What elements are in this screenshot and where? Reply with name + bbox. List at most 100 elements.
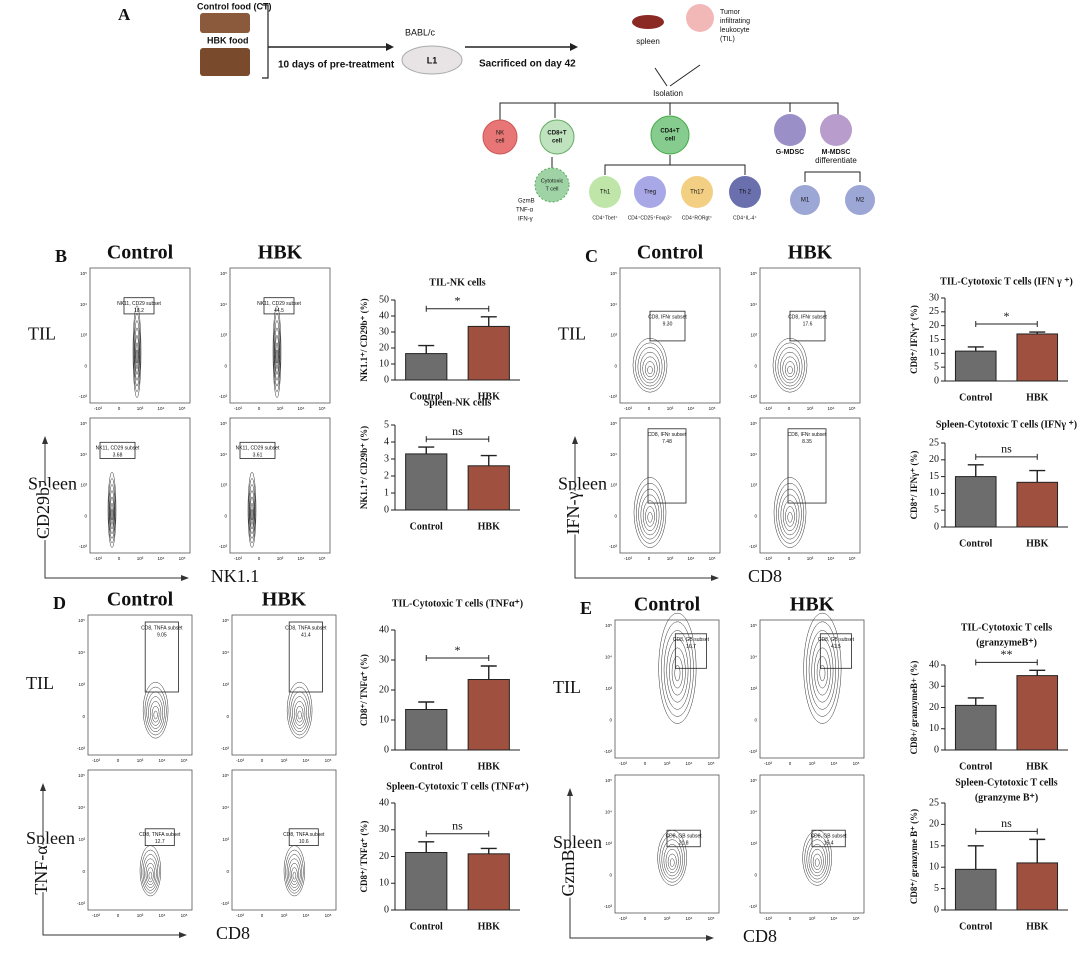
error-bar	[1029, 331, 1046, 334]
bracket	[604, 155, 746, 175]
gate-name: NK11, CD29 subset	[236, 446, 280, 452]
contour	[645, 506, 655, 527]
x-tick-label: 0	[789, 761, 792, 766]
label: cell	[552, 139, 562, 145]
y-tick-label: 10⁴	[750, 810, 757, 815]
label: BABL/c	[405, 27, 436, 37]
gate-name: CD8, GB subset	[811, 834, 848, 840]
significance-bracket	[975, 659, 1038, 666]
y-tick-label: 0	[754, 363, 757, 368]
gate	[288, 828, 319, 846]
y-tick-label: 10³	[222, 682, 229, 687]
y-tick-label: 25	[929, 306, 939, 317]
x-tick-label: -10³	[764, 916, 773, 921]
error-bar	[480, 454, 497, 466]
bar	[467, 679, 510, 751]
gate-name: CD8, TNFA subset	[283, 832, 325, 838]
y-tick-label: 10	[929, 861, 939, 872]
gate	[811, 829, 846, 848]
x-tick-label: 10⁵	[853, 916, 860, 921]
contour	[250, 496, 254, 530]
label: L1	[427, 55, 438, 65]
y-tick-label: 0	[224, 513, 227, 518]
y-axis-label: NK1.1⁺/ CD29b⁺ (%)	[359, 426, 369, 509]
contour	[784, 361, 796, 378]
plot-frame	[619, 267, 721, 404]
contour	[290, 691, 309, 733]
x-tick-label: -10³	[236, 758, 245, 763]
contour	[291, 867, 298, 883]
label: cell	[495, 139, 504, 145]
contour	[808, 844, 826, 877]
x-tick-label: 10⁴	[831, 761, 838, 766]
contour	[787, 512, 793, 523]
x-tick-label: 10⁵	[325, 758, 332, 763]
label: T cell	[545, 186, 558, 192]
gate-name: CD8, GB subset	[818, 637, 855, 643]
x-tick-label: 10⁴	[298, 406, 305, 411]
error-bar	[418, 701, 435, 710]
y-tick-label: -10³	[749, 904, 758, 909]
y-tick-label: -10³	[77, 901, 86, 906]
gate-name: CD8, IFNr subset	[648, 432, 687, 438]
y-tick-label: 2	[384, 470, 389, 481]
x-tick-label: 10³	[667, 406, 674, 411]
gate-name: NK11, CD29 subset	[257, 301, 301, 307]
y-tick-label: 10⁴	[78, 650, 85, 655]
x-tick-label: 0	[258, 406, 261, 411]
x-tick-label: 0	[788, 406, 791, 411]
contour	[661, 839, 683, 880]
plot-frame	[231, 769, 337, 911]
gate-value: 3.61	[253, 453, 263, 459]
x-tick-label: 10³	[809, 761, 816, 766]
y-tick-label: 0	[934, 744, 939, 755]
contour	[780, 351, 800, 384]
y-tick-label: -10³	[221, 901, 230, 906]
x-tick-label: 10⁵	[849, 406, 856, 411]
contour	[785, 506, 795, 527]
y-tick-label: 10⁴	[222, 805, 229, 810]
x-tick-label: Control	[959, 921, 992, 932]
label: Tumor	[720, 9, 741, 16]
contour	[144, 858, 157, 888]
y-tick-label: 30	[379, 824, 389, 835]
contour	[665, 848, 679, 874]
contour	[640, 494, 660, 536]
significance-bracket	[425, 830, 490, 837]
y-tick-label: 0	[384, 904, 389, 915]
y-tick-label: 5	[934, 361, 939, 372]
y-tick-label: 10⁴	[750, 452, 757, 457]
x-tick-label: Control	[959, 392, 992, 403]
row-label: TIL	[26, 673, 54, 693]
significance-label: ns	[452, 819, 463, 833]
plot-frame	[614, 619, 720, 759]
y-tick-label: 0	[614, 513, 617, 518]
contour	[286, 681, 313, 739]
contour	[248, 484, 256, 539]
plot-frame	[229, 267, 331, 404]
x-tick-label: 10⁴	[686, 916, 693, 921]
bar	[1016, 675, 1059, 751]
y-tick-label: 10	[379, 358, 389, 369]
y-tick-label: 20	[379, 684, 389, 695]
contour	[666, 638, 689, 703]
chart-title: TIL-Cytotoxic T cells	[961, 622, 1052, 633]
contour	[133, 320, 141, 387]
y-tick-label: 0	[934, 521, 939, 532]
contour	[294, 701, 306, 726]
x-tick-label: -10³	[619, 761, 628, 766]
plot-frame	[759, 417, 861, 554]
x-tick-label: 0	[644, 761, 647, 766]
bar	[467, 325, 510, 381]
x-tick-label: HBK	[478, 761, 500, 772]
contour	[808, 630, 837, 710]
y-tick-label: 10⁵	[222, 773, 229, 778]
x-tick-label: Control	[410, 921, 443, 932]
label: NK	[496, 131, 504, 137]
cell-icon	[534, 167, 570, 203]
axis-arrow	[574, 438, 715, 579]
y-tick-label: 0	[934, 904, 939, 915]
y-tick-label: 10⁴	[220, 302, 227, 307]
label: Treg	[644, 190, 656, 196]
y-tick-label: -10³	[221, 746, 230, 751]
